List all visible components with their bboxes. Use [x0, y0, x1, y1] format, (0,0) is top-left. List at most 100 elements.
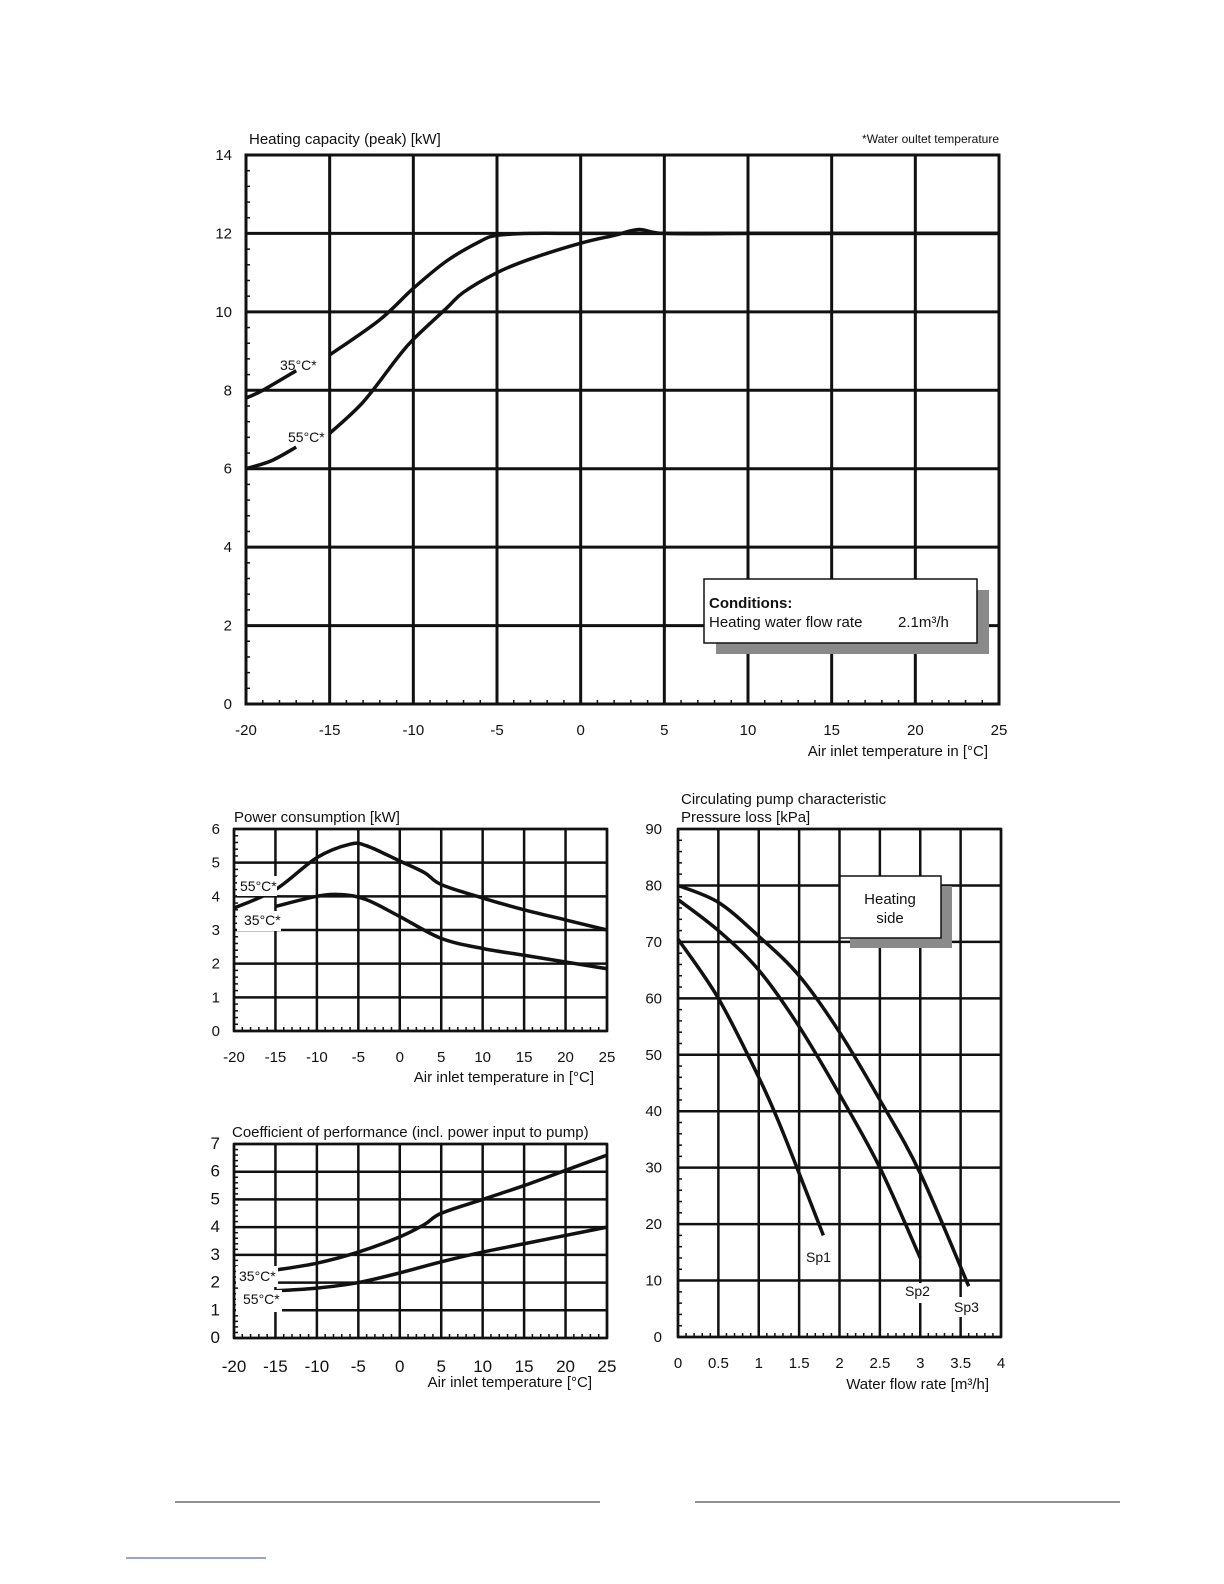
pump-y-tick-label: 80 [645, 877, 662, 894]
cop-x-tick-label: -10 [305, 1357, 330, 1376]
power-consumption-y-tick-label: 5 [212, 855, 220, 872]
power-consumption-series-label: 35°C* [244, 912, 281, 928]
power-consumption-y-tick-label: 4 [212, 888, 220, 905]
conditions-label: Heating water flow rate [709, 614, 862, 631]
heating-capacity-x-tick-label: 10 [740, 722, 757, 739]
pump-xlabel: Water flow rate [m³/h] [846, 1376, 989, 1393]
cop-series-label-bg [236, 1266, 278, 1287]
heating-capacity-xlabel: Air inlet temperature in [°C] [808, 743, 988, 760]
heating-capacity-x-tick-label: 0 [576, 722, 584, 739]
pump-series-sp2 [676, 898, 922, 1259]
cop-series-35c [275, 1153, 608, 1272]
power-consumption-series-35c [275, 892, 608, 971]
pump-y-tick-label: 0 [654, 1329, 662, 1346]
pump-series-label: Sp3 [954, 1299, 979, 1315]
power-consumption-x-tick-label: -15 [265, 1049, 287, 1066]
heating-capacity-x-tick-label: -5 [490, 722, 503, 739]
cop-x-tick-label: -5 [351, 1357, 366, 1376]
conditions-box-frame [703, 578, 978, 644]
power-consumption-xlabel: Air inlet temperature in [°C] [414, 1069, 594, 1086]
pump-series-sp1 [676, 938, 825, 1237]
cop-y-tick-label: 5 [211, 1189, 220, 1208]
heating-capacity-y-tick-label: 8 [224, 382, 232, 399]
pump-plot-frame [676, 827, 1003, 1339]
heating-capacity-series-55c [328, 227, 999, 435]
heating-capacity-y-tick-label: 2 [224, 618, 232, 635]
power-consumption-x-tick-label: -5 [352, 1049, 365, 1066]
pump-y-tick-label: 60 [645, 990, 662, 1007]
pump-x-tick-label: 3 [916, 1355, 924, 1372]
power-consumption-x-tick-label: 20 [557, 1049, 574, 1066]
pump-y-tick-label: 10 [645, 1273, 662, 1290]
pump-y-tick-label: 20 [645, 1216, 662, 1233]
cop-y-tick-label: 6 [211, 1162, 220, 1181]
power-consumption-series-label-bg [237, 911, 281, 931]
pump-title: Circulating pump characteristic [681, 791, 887, 808]
pump-y-tick-label: 40 [645, 1103, 662, 1120]
pump-y-tick-label: 30 [645, 1160, 662, 1177]
heating-capacity-plot-frame [244, 153, 1001, 706]
heating-capacity-x-tick-label: -10 [402, 722, 424, 739]
heating-capacity-x-tick-label: 15 [823, 722, 840, 739]
cop-x-tick-label: -15 [263, 1357, 288, 1376]
power-consumption-x-tick-label: -10 [306, 1049, 328, 1066]
cop-y-tick-label: 4 [211, 1217, 220, 1236]
heating-capacity-y-tick-label: 6 [224, 461, 232, 478]
cop-x-tick-label: -20 [222, 1357, 247, 1376]
cop-x-tick-label: 15 [515, 1357, 534, 1376]
cop-y-tick-label: 1 [211, 1300, 220, 1319]
power-consumption-series-55c [233, 841, 608, 932]
power-consumption-x-tick-label: 10 [474, 1049, 491, 1066]
cop-x-tick-label: 5 [436, 1357, 445, 1376]
pump-series-label: Sp2 [905, 1283, 930, 1299]
heating-side-frame [839, 875, 942, 939]
heating-side-line2: side [876, 910, 904, 927]
heating-side-box: Heating side [839, 875, 952, 948]
heating-capacity-footnote: *Water oultet temperature [862, 132, 999, 146]
pump-x-tick-label: 0 [674, 1355, 682, 1372]
heating-capacity-title: Heating capacity (peak) [kW] [249, 131, 441, 148]
power-consumption-x-tick-label: 15 [516, 1049, 533, 1066]
pump-series-label-bg [900, 1283, 940, 1303]
power-consumption-x-tick-label: -20 [223, 1049, 245, 1066]
cop-title: Coefficient of performance (incl. power … [232, 1124, 589, 1141]
pump-series-label: Sp1 [806, 1249, 831, 1265]
heating-capacity-y-tick-label: 14 [215, 147, 232, 164]
heating-capacity-x-tick-label: -15 [319, 722, 341, 739]
cop-x-tick-label: 20 [556, 1357, 575, 1376]
pump-y-tick-label: 70 [645, 934, 662, 951]
cop-y-tick-label: 3 [211, 1245, 220, 1264]
pump-x-tick-label: 3.5 [950, 1355, 971, 1372]
heating-capacity-x-tick-label: 25 [991, 722, 1008, 739]
conditions-box: Conditions: Heating water flow rate 2.1m… [703, 578, 989, 654]
pump-x-tick-label: 1.5 [789, 1355, 810, 1372]
power-consumption-y-tick-label: 3 [212, 922, 220, 939]
power-consumption-y-tick-label: 2 [212, 956, 220, 973]
pump-x-tick-label: 0.5 [708, 1355, 729, 1372]
cop-plot-frame [232, 1142, 609, 1340]
heating-capacity-x-tick-label: 5 [660, 722, 668, 739]
pump-x-tick-label: 1 [755, 1355, 763, 1372]
heating-capacity-y-tick-label: 4 [224, 539, 232, 556]
heating-capacity-series-35c [245, 369, 298, 400]
heating-side-line1: Heating [864, 891, 916, 908]
cop-x-tick-label: 10 [473, 1357, 492, 1376]
pump-series-label-bg [802, 1246, 836, 1268]
pump-series-label-bg [950, 1297, 990, 1317]
pump-x-tick-label: 2.5 [869, 1355, 890, 1372]
pump-x-tick-label: 2 [835, 1355, 843, 1372]
pump-series-sp3 [677, 883, 971, 1287]
cop-y-tick-label: 7 [211, 1134, 220, 1153]
heating-capacity-series-label: 55°C* [288, 429, 325, 445]
cop-xlabel: Air inlet temperature [°C] [428, 1374, 592, 1391]
heating-capacity-y-tick-label: 12 [215, 225, 232, 242]
power-consumption-y-tick-label: 6 [212, 821, 220, 838]
pump-y-tick-label: 90 [645, 821, 662, 838]
cop-series-label: 55°C* [243, 1291, 280, 1307]
power-consumption-x-tick-label: 5 [437, 1049, 445, 1066]
pump-subtitle: Pressure loss [kPa] [681, 809, 810, 826]
conditions-heading: Conditions: [709, 595, 792, 612]
cop-y-tick-label: 2 [211, 1273, 220, 1292]
